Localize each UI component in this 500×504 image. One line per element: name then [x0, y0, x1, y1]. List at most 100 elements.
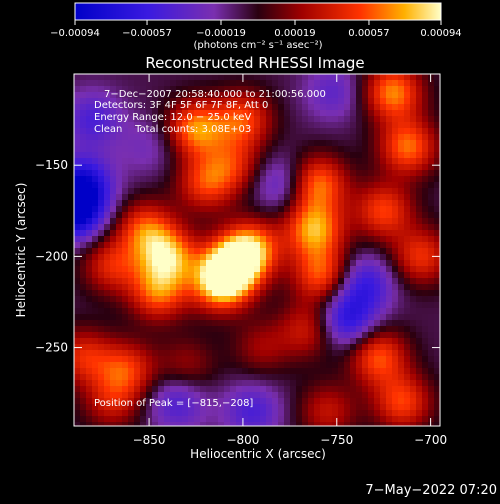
heatmap-cell	[320, 224, 326, 230]
heatmap-cell	[296, 236, 302, 242]
heatmap-cell	[386, 182, 392, 188]
heatmap-cell	[74, 254, 80, 260]
heatmap-cell	[416, 242, 422, 248]
heatmap-cell	[134, 392, 140, 398]
heatmap-cell	[212, 74, 218, 80]
heatmap-cell	[248, 302, 254, 308]
heatmap-cell	[110, 374, 116, 380]
heatmap-cell	[326, 266, 332, 272]
chart-title: Reconstructed RHESSI Image	[145, 54, 364, 72]
heatmap-cell	[104, 404, 110, 410]
heatmap-cell	[356, 170, 362, 176]
heatmap-cell	[200, 314, 206, 320]
heatmap-cell	[236, 386, 242, 392]
heatmap-cell	[344, 218, 350, 224]
heatmap-cell	[188, 284, 194, 290]
heatmap-cell	[230, 290, 236, 296]
heatmap-cell	[128, 200, 134, 206]
heatmap-cell	[116, 236, 122, 242]
heatmap-cell	[152, 308, 158, 314]
heatmap-cell	[428, 278, 434, 284]
heatmap-cell	[356, 296, 362, 302]
heatmap-cell	[74, 386, 80, 392]
heatmap-cell	[386, 104, 392, 110]
heatmap-cell	[200, 320, 206, 326]
heatmap-cell	[74, 410, 80, 416]
heatmap-cell	[74, 248, 80, 254]
heatmap-cell	[308, 212, 314, 218]
heatmap-cell	[326, 350, 332, 356]
heatmap-cell	[140, 278, 146, 284]
heatmap-cell	[362, 422, 368, 426]
heatmap-cell	[200, 380, 206, 386]
heatmap-cell	[434, 230, 440, 236]
heatmap-cell	[392, 134, 398, 140]
heatmap-cell	[212, 326, 218, 332]
heatmap-cell	[158, 302, 164, 308]
heatmap-cell	[158, 128, 164, 134]
heatmap-cell	[254, 134, 260, 140]
heatmap-cell	[92, 344, 98, 350]
heatmap-cell	[416, 272, 422, 278]
heatmap-cell	[212, 188, 218, 194]
heatmap-cell	[398, 404, 404, 410]
heatmap-cell	[158, 230, 164, 236]
heatmap-cell	[74, 368, 80, 374]
heatmap-cell	[386, 344, 392, 350]
heatmap-cell	[368, 134, 374, 140]
heatmap-cell	[110, 146, 116, 152]
heatmap-cell	[188, 134, 194, 140]
heatmap-cell	[326, 422, 332, 426]
heatmap-cell	[230, 230, 236, 236]
heatmap-cell	[176, 92, 182, 98]
heatmap-cell	[272, 332, 278, 338]
heatmap-cell	[152, 98, 158, 104]
heatmap-cell	[356, 128, 362, 134]
heatmap-cell	[254, 386, 260, 392]
x-tick-label: −850	[133, 433, 166, 447]
heatmap-cell	[296, 392, 302, 398]
heatmap-cell	[410, 164, 416, 170]
heatmap-cell	[290, 80, 296, 86]
heatmap-cell	[218, 302, 224, 308]
heatmap-cell	[368, 380, 374, 386]
heatmap-cell	[212, 254, 218, 260]
heatmap-cell	[170, 290, 176, 296]
heatmap-cell	[338, 386, 344, 392]
heatmap-cell	[380, 308, 386, 314]
heatmap-cell	[422, 278, 428, 284]
heatmap-cell	[140, 128, 146, 134]
heatmap-cell	[158, 308, 164, 314]
heatmap-cell	[158, 200, 164, 206]
heatmap-cell	[302, 182, 308, 188]
heatmap-cell	[110, 410, 116, 416]
heatmap-cell	[236, 116, 242, 122]
heatmap-cell	[290, 320, 296, 326]
heatmap-cell	[110, 98, 116, 104]
heatmap-cell	[158, 170, 164, 176]
heatmap-cell	[284, 98, 290, 104]
heatmap-cell	[362, 230, 368, 236]
heatmap-cell	[338, 182, 344, 188]
heatmap-cell	[158, 368, 164, 374]
heatmap-cell	[404, 356, 410, 362]
heatmap-cell	[110, 200, 116, 206]
heatmap-cell	[338, 152, 344, 158]
x-tick-label: −750	[320, 433, 353, 447]
heatmap-cell	[158, 392, 164, 398]
heatmap-cell	[350, 284, 356, 290]
heatmap-cell	[272, 164, 278, 170]
heatmap-cell	[212, 422, 218, 426]
heatmap-cell	[224, 128, 230, 134]
heatmap-cell	[194, 140, 200, 146]
heatmap-cell	[302, 86, 308, 92]
heatmap-cell	[254, 344, 260, 350]
heatmap-cell	[212, 344, 218, 350]
heatmap-cell	[182, 104, 188, 110]
heatmap-cell	[194, 218, 200, 224]
heatmap-cell	[230, 338, 236, 344]
heatmap-cell	[194, 86, 200, 92]
heatmap-cell	[380, 146, 386, 152]
heatmap-cell	[200, 350, 206, 356]
heatmap-cell	[260, 170, 266, 176]
